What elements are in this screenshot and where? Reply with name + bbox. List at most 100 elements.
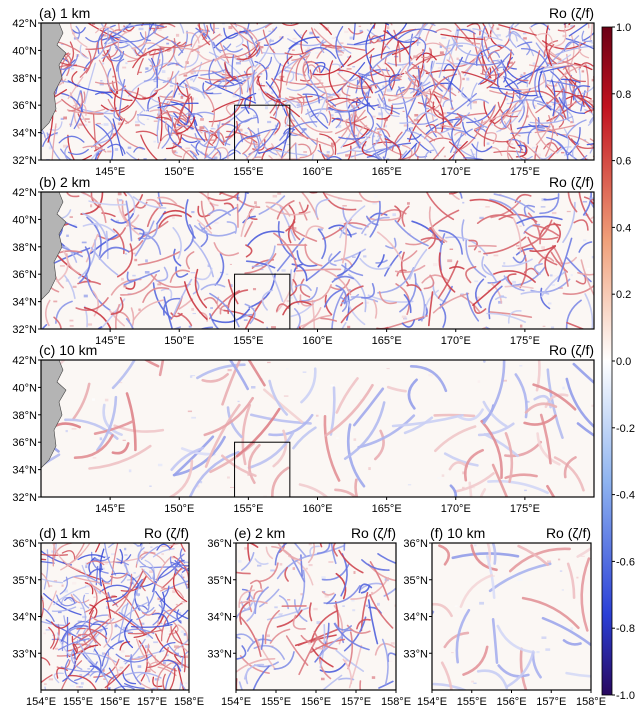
- colorbar-tick-label: 0.6: [616, 156, 631, 168]
- y-tick-label: 36°N: [12, 269, 37, 281]
- x-tick-label: 155°E: [233, 335, 263, 347]
- y-tick-label: 33°N: [403, 648, 428, 660]
- ro-field: [41, 543, 189, 690]
- y-tick-label: 34°N: [12, 128, 37, 140]
- x-tick-label: 156°E: [100, 696, 130, 708]
- variable-label: Ro (ζ/f): [546, 525, 591, 541]
- y-tick-label: 34°N: [12, 465, 37, 477]
- panel-title: (c) 10 km: [39, 342, 97, 358]
- x-tick-label: 154°E: [221, 696, 251, 708]
- y-tick-label: 35°N: [403, 575, 428, 587]
- panel-5: (e) 2 km Ro (ζ/f) 154°E 155°E 156°E 157°E 158°…: [207, 525, 411, 708]
- variable-label: Ro (ζ/f): [144, 525, 189, 541]
- colorbar-tick-label: 0.2: [616, 289, 631, 301]
- x-tick-label: 154°E: [417, 696, 447, 708]
- x-tick-label: 175°E: [510, 503, 540, 515]
- variable-label: Ro (ζ/f): [549, 342, 594, 358]
- panel-1: (a) 1 km Ro (ζ/f) 145°E 150°E 155°E 160°E 165°…: [12, 5, 595, 178]
- x-tick-label: 150°E: [164, 503, 194, 515]
- inset-box: [234, 441, 291, 498]
- y-tick-label: 38°N: [12, 242, 37, 254]
- x-tick-label: 160°E: [302, 503, 332, 515]
- x-tick-label: 155°E: [63, 696, 93, 708]
- y-tick-label: 34°N: [12, 297, 37, 309]
- y-tick-label: 34°N: [403, 612, 428, 624]
- y-tick-label: 40°N: [12, 382, 37, 394]
- inset-box: [234, 273, 291, 330]
- y-tick-label: 35°N: [207, 575, 232, 587]
- y-tick-label: 38°N: [12, 73, 37, 85]
- colorbar-gradient: [601, 26, 613, 696]
- y-tick-label: 32°N: [12, 155, 37, 167]
- x-tick-label: 155°E: [233, 503, 263, 515]
- variable-label: Ro (ζ/f): [351, 525, 396, 541]
- colorbar-tick-label: -0.6: [616, 556, 635, 568]
- y-tick-label: 36°N: [207, 538, 232, 550]
- colorbar-tick-label: 0.0: [616, 356, 631, 368]
- colorbar-tick-label: -0.8: [616, 623, 635, 635]
- colorbar-tick-label: 0.8: [616, 89, 631, 101]
- y-tick-label: 36°N: [403, 538, 428, 550]
- x-tick-label: 145°E: [95, 335, 125, 347]
- x-tick-label: 155°E: [261, 696, 291, 708]
- x-tick-label: 160°E: [302, 166, 332, 178]
- panel-6: (f) 10 km Ro (ζ/f) 154°E 155°E 156°E 157°E 158…: [403, 525, 606, 708]
- x-tick-label: 158°E: [381, 696, 411, 708]
- x-tick-label: 145°E: [95, 166, 125, 178]
- panel-2: (b) 2 km Ro (ζ/f) 145°E 150°E 155°E 160°E 165°…: [12, 174, 595, 347]
- x-tick-label: 145°E: [95, 503, 125, 515]
- ro-field: [432, 543, 591, 690]
- x-tick-label: 157°E: [341, 696, 371, 708]
- y-tick-label: 34°N: [12, 612, 37, 624]
- ro-field: [41, 23, 594, 160]
- x-tick-label: 150°E: [164, 166, 194, 178]
- x-tick-label: 165°E: [372, 503, 402, 515]
- x-tick-label: 155°E: [457, 696, 487, 708]
- x-tick-label: 155°E: [233, 166, 263, 178]
- colorbar: 1.0 0.8 0.6 0.4 0.2 0.0 -0.2 -0.4 -0.6 -0.8 -1.0: [601, 22, 635, 702]
- colorbar-tick-label: -0.4: [616, 490, 635, 502]
- y-tick-label: 40°N: [12, 45, 37, 57]
- ro-field: [41, 360, 594, 497]
- y-tick-label: 40°N: [12, 214, 37, 226]
- y-tick-label: 36°N: [12, 538, 37, 550]
- x-tick-label: 160°E: [302, 335, 332, 347]
- colorbar-tick-label: 0.4: [616, 222, 631, 234]
- x-tick-label: 156°E: [301, 696, 331, 708]
- y-tick-label: 38°N: [12, 410, 37, 422]
- panel-title: (f) 10 km: [430, 525, 485, 541]
- y-tick-label: 35°N: [12, 575, 37, 587]
- inset-box: [234, 104, 291, 161]
- x-tick-label: 150°E: [164, 335, 194, 347]
- colorbar-tick-label: -1.0: [616, 690, 635, 702]
- panel-title: (e) 2 km: [234, 525, 285, 541]
- x-tick-label: 158°E: [576, 696, 606, 708]
- x-tick-label: 156°E: [496, 696, 526, 708]
- panel-title: (d) 1 km: [39, 525, 90, 541]
- x-tick-label: 165°E: [372, 335, 402, 347]
- x-tick-label: 170°E: [441, 166, 471, 178]
- land-japan: [40, 191, 67, 301]
- x-tick-label: 157°E: [137, 696, 167, 708]
- land-japan: [40, 359, 67, 469]
- colorbar-tick-label: -0.2: [616, 423, 635, 435]
- panel-title: (a) 1 km: [39, 5, 90, 21]
- y-tick-label: 42°N: [12, 18, 37, 30]
- x-tick-label: 158°E: [174, 696, 204, 708]
- y-tick-label: 34°N: [207, 612, 232, 624]
- colorbar-tick-label: 1.0: [616, 22, 631, 34]
- x-tick-label: 154°E: [26, 696, 56, 708]
- y-tick-label: 32°N: [12, 492, 37, 504]
- x-tick-label: 165°E: [372, 166, 402, 178]
- x-tick-label: 175°E: [510, 335, 540, 347]
- ro-field: [41, 192, 594, 329]
- y-tick-label: 32°N: [12, 324, 37, 336]
- land-japan: [40, 22, 67, 132]
- variable-label: Ro (ζ/f): [549, 174, 594, 190]
- variable-label: Ro (ζ/f): [549, 5, 594, 21]
- y-tick-label: 42°N: [12, 187, 37, 199]
- panel-3: (c) 10 km Ro (ζ/f) 145°E 150°E 155°E 160°E 165…: [12, 342, 595, 515]
- y-tick-label: 42°N: [12, 355, 37, 367]
- x-tick-label: 157°E: [536, 696, 566, 708]
